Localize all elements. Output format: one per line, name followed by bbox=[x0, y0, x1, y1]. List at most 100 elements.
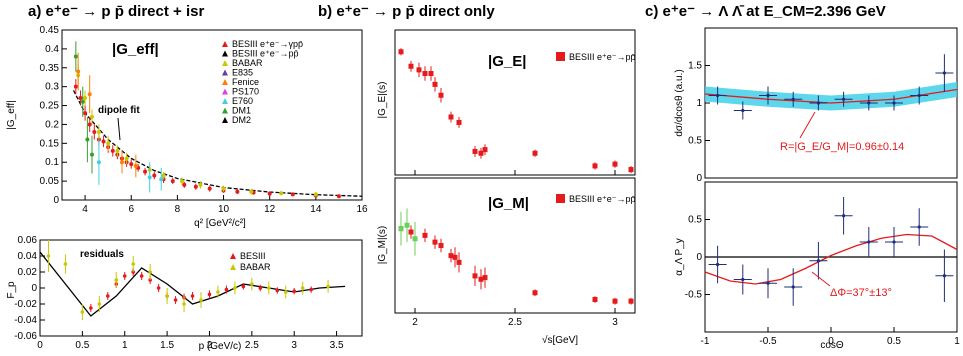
legend-label: DM1 bbox=[232, 106, 251, 116]
data-point bbox=[161, 173, 166, 178]
x-tick-label: 2.5 bbox=[245, 340, 259, 351]
data-point bbox=[139, 274, 144, 278]
legend-label: BESIII e⁺e⁻→pp̄ bbox=[232, 49, 299, 59]
data-point bbox=[159, 177, 164, 182]
data-point bbox=[313, 192, 318, 197]
panel-c: 0 0.5 1 1.5 -1 -0.5 0 0.5 1 -0.5 0 0.5 R=|G_E/G_M|=… bbox=[674, 27, 960, 351]
fit-curve bbox=[39, 251, 346, 317]
data-point bbox=[816, 259, 821, 263]
data-point bbox=[122, 274, 127, 278]
data-point bbox=[942, 274, 947, 278]
data-point bbox=[438, 92, 444, 98]
y-tick-label: 0.05 bbox=[40, 176, 60, 187]
data-point bbox=[326, 284, 330, 289]
annotation-arrow bbox=[811, 271, 831, 287]
data-point bbox=[266, 286, 271, 290]
x-tick-label: 6 bbox=[128, 204, 134, 215]
data-point bbox=[76, 69, 81, 74]
data-point bbox=[478, 276, 484, 282]
data-point bbox=[182, 182, 187, 187]
data-point bbox=[96, 160, 101, 165]
data-point bbox=[741, 277, 745, 282]
data-point bbox=[283, 290, 288, 294]
data-point bbox=[87, 122, 92, 127]
data-point bbox=[716, 262, 720, 267]
panel-b: 2 2.5 3 |G_E| |G_M| BESIII e⁺e⁻→pp̄ BESIII… bbox=[377, 29, 636, 346]
data-point bbox=[408, 229, 414, 235]
legend-marker bbox=[222, 50, 228, 57]
data-point bbox=[193, 184, 198, 189]
x-tick-label: 3 bbox=[612, 317, 618, 328]
data-point bbox=[173, 298, 178, 302]
data-point bbox=[422, 71, 428, 76]
y-tick-label: 0.04 bbox=[18, 251, 38, 262]
x-tick-label: 0.5 bbox=[887, 336, 901, 347]
data-point bbox=[180, 179, 184, 184]
panel-c-title: c) e⁺e⁻ → Λ Λ̄ at E_CM=2.396 GeV bbox=[645, 3, 886, 20]
data-point bbox=[942, 71, 947, 75]
data-point bbox=[432, 81, 438, 87]
data-point bbox=[741, 108, 745, 113]
legend-marker bbox=[222, 79, 228, 85]
data-point bbox=[133, 164, 138, 168]
data-point bbox=[224, 287, 229, 292]
y-tick-label: 0.4 bbox=[45, 44, 59, 55]
y-tick-label: 0.5 bbox=[688, 215, 702, 226]
legend-marker bbox=[230, 253, 236, 259]
data-point bbox=[412, 236, 418, 242]
panel-b-gm-plot bbox=[398, 208, 634, 305]
panel-c-top-plot bbox=[704, 54, 958, 120]
data-point bbox=[131, 262, 136, 266]
panel-a-ylabel: |G_eff| bbox=[6, 100, 17, 129]
panel-b-xlabel: √s[GeV] bbox=[542, 334, 578, 346]
fit-curve bbox=[704, 233, 958, 285]
panel-c-xlabel: cosΘ bbox=[820, 340, 844, 351]
legend-label: E835 bbox=[232, 68, 253, 78]
panel-a-main: 4 6 8 10 12 14 16 0 0.05 0.1 0.15 0.2 0.25 0.3 0.35 0.4… bbox=[6, 25, 368, 229]
x-tick-label: 1.5 bbox=[160, 340, 174, 351]
x-tick-label: 14 bbox=[310, 204, 322, 215]
data-point bbox=[106, 141, 111, 146]
data-point bbox=[115, 148, 120, 153]
x-tick-label: 2.5 bbox=[508, 317, 522, 328]
legend-marker bbox=[222, 88, 228, 95]
panel-b-ge-plot bbox=[398, 48, 634, 174]
data-point bbox=[73, 84, 78, 89]
data-point bbox=[428, 71, 434, 76]
y-tick-label: 0 bbox=[31, 283, 37, 294]
data-point bbox=[279, 191, 284, 196]
data-point bbox=[267, 191, 272, 196]
data-point bbox=[124, 156, 129, 161]
data-point bbox=[114, 278, 119, 282]
x-tick-label: 4 bbox=[82, 204, 88, 215]
data-point bbox=[147, 175, 152, 180]
data-point bbox=[156, 286, 161, 290]
panel-b-gm-label: |G_M| bbox=[488, 195, 529, 212]
panel-c-ratio: R=|G_E/G_M|=0.96±0.14 bbox=[780, 141, 904, 153]
residual-ticks: 0 0.5 1 1.5 2 2.5 3 3.5 -0.06 -0.04 -0.02 0 0.02 0.04… bbox=[14, 235, 344, 351]
x-tick-label: 1 bbox=[954, 336, 960, 347]
data-point bbox=[300, 286, 305, 290]
data-point bbox=[207, 292, 212, 297]
data-point bbox=[432, 239, 438, 245]
data-point bbox=[275, 288, 280, 293]
data-point bbox=[309, 287, 313, 292]
data-point bbox=[258, 286, 263, 290]
data-point bbox=[628, 298, 634, 304]
panel-c-ylabel-bot: α_Λ P_y bbox=[674, 238, 685, 275]
data-point bbox=[336, 194, 341, 199]
panel-a-annotation: dipole fit bbox=[98, 105, 140, 116]
y-tick-label: -0.02 bbox=[14, 299, 37, 310]
legend-marker bbox=[222, 107, 228, 114]
y-tick-label: 0.35 bbox=[40, 63, 60, 74]
panel-c-ylabel-top: dσ/dcosθ (a.u.) bbox=[674, 69, 685, 136]
x-tick-label: 0.5 bbox=[75, 340, 89, 351]
data-point bbox=[478, 150, 484, 156]
data-point bbox=[532, 290, 538, 296]
data-point bbox=[235, 189, 240, 194]
legend-label: BABAR bbox=[232, 58, 263, 68]
data-point bbox=[198, 182, 203, 187]
data-point bbox=[612, 298, 618, 304]
legend-marker bbox=[222, 69, 228, 76]
